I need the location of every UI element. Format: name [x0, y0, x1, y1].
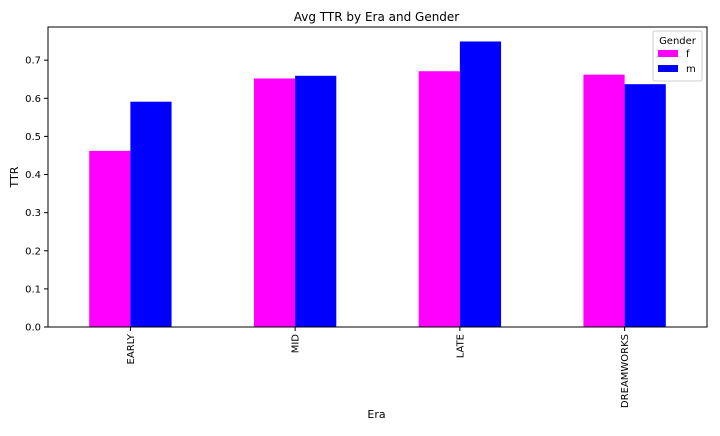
bar-m-late [459, 41, 502, 328]
legend-swatch-f [658, 50, 678, 57]
y-tick-label: 0.7 [25, 56, 41, 67]
legend: Gender fm [652, 30, 703, 82]
plot-frame [47, 26, 708, 328]
y-tick-label: 0.1 [25, 284, 41, 295]
bar-m-dreamworks [624, 84, 666, 327]
y-tick-label: 0.0 [25, 323, 41, 334]
x-tick-label: DREAMWORKS [620, 334, 631, 408]
x-tick-label: MID [291, 334, 302, 354]
y-axis-label: TTR [8, 166, 21, 188]
y-tick-label: 0.2 [25, 246, 41, 257]
legend-label-m: m [686, 64, 696, 75]
bar-m-early [130, 101, 172, 327]
x-axis-label: Era [367, 408, 385, 421]
y-tick-label: 0.3 [25, 208, 41, 219]
x-tick-label: LATE [455, 334, 466, 358]
legend-swatch-m [658, 65, 678, 72]
chart-title: Avg TTR by Era and Gender [294, 10, 460, 24]
x-axis: EARLY MID LATE DREAMWORKS [126, 327, 631, 408]
y-axis: 0.0 0.1 0.2 0.3 0.4 0.5 0.6 0.7 [25, 56, 48, 334]
bar-f-late [418, 71, 460, 327]
y-tick-label: 0.5 [25, 132, 41, 143]
bar-f-dreamworks [583, 74, 625, 328]
x-tick-label: EARLY [126, 333, 137, 364]
y-tick-label: 0.6 [25, 94, 41, 105]
bar-f-early [89, 150, 131, 327]
bar-m-mid [295, 75, 337, 328]
plot-area [89, 41, 666, 328]
legend-label-f: f [686, 49, 690, 60]
bar-f-mid [253, 78, 296, 327]
y-tick-label: 0.4 [25, 170, 41, 181]
legend-title: Gender [659, 36, 697, 47]
